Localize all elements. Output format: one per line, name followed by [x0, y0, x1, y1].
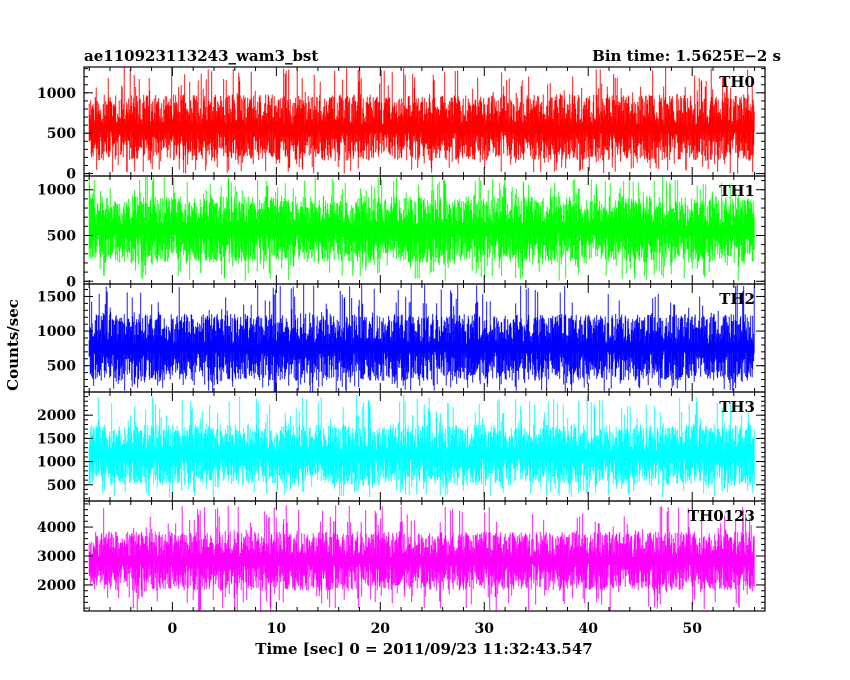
y-tick-label: 4000 [37, 520, 76, 536]
y-tick-label: 0 [66, 274, 76, 290]
series-th0123 [88, 505, 755, 611]
panel-label: TH2 [719, 290, 755, 308]
panel-label: TH0123 [688, 507, 755, 525]
panel-th3: 500 1000 1500 2000 TH3 [37, 391, 766, 502]
x-tick-label: 30 [475, 621, 495, 637]
panel-th0123: 2000 3000 4000 TH0123 [37, 500, 766, 612]
y-tick-label: 500 [47, 228, 76, 244]
x-tick-label: 20 [371, 621, 391, 637]
y-tick-label: 1000 [37, 455, 76, 471]
y-tick-label: 500 [47, 126, 76, 142]
panel-th1: 0 500 1000 TH1 [37, 175, 766, 290]
y-tick-label: 2000 [37, 578, 76, 594]
x-tick-label: 0 [167, 621, 177, 637]
bin-time-label: Bin time: 1.5625E−2 s [592, 47, 781, 65]
panel-th2: 500 1000 1500 TH2 [37, 283, 766, 393]
panel-label: TH0 [719, 73, 755, 91]
y-tick-label: 1500 [37, 431, 76, 447]
x-tick-label: 50 [682, 621, 702, 637]
y-tick-label: 0 [66, 167, 76, 183]
panel-label: TH3 [719, 398, 755, 416]
y-tick-label: 1000 [37, 324, 76, 340]
series-th3 [88, 394, 755, 498]
x-tick-label: 10 [267, 621, 287, 637]
x-tick-label: 40 [579, 621, 599, 637]
x-axis-label: Time [sec] 0 = 2011/09/23 11:32:43.547 [255, 640, 592, 658]
y-tick-label: 2000 [37, 408, 76, 424]
y-tick-label: 1000 [37, 183, 76, 199]
panel-th0: 0 500 1000 TH0 [37, 66, 766, 183]
y-tick-label: 500 [47, 478, 76, 494]
series-th1 [88, 176, 755, 281]
chart-title: ae110923113243_wam3_bst [84, 47, 318, 65]
panel-label: TH1 [719, 182, 755, 200]
y-tick-label: 1000 [37, 86, 76, 102]
series-th0 [88, 67, 755, 174]
series-th2 [88, 284, 755, 392]
y-tick-label: 1500 [37, 289, 76, 305]
y-tick-label: 500 [47, 359, 76, 375]
y-axis-label: Counts/sec [4, 299, 22, 391]
y-tick-label: 3000 [37, 549, 76, 565]
